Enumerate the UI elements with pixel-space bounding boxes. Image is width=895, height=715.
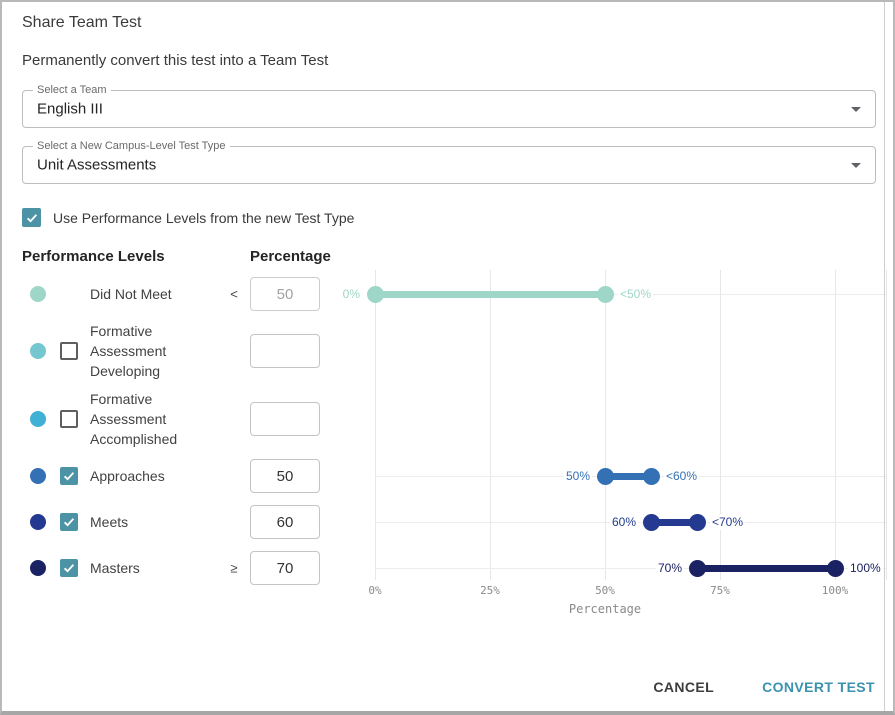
level-color-dot <box>30 286 46 302</box>
checkmark-icon <box>63 472 75 481</box>
chart-range-dot <box>642 513 660 531</box>
percentage-header: Percentage <box>250 248 331 265</box>
level-checkbox-approaches[interactable] <box>60 467 78 485</box>
chart-range-dot <box>366 285 384 303</box>
chart-range-dot <box>642 467 660 485</box>
level-label: Formative Assessment Developing <box>90 323 167 379</box>
percentage-input-formative-accomplished[interactable] <box>250 402 320 436</box>
level-label: Meets <box>90 514 129 530</box>
percentage-input-formative-developing[interactable] <box>250 334 320 368</box>
chart-gridline-vertical <box>490 270 491 580</box>
chart-range-dot <box>688 559 706 577</box>
chart-gridline-vertical <box>720 270 721 580</box>
team-select-value: English III <box>37 100 103 118</box>
use-performance-levels-checkbox[interactable] <box>22 208 41 227</box>
chart-range-bar <box>605 472 651 480</box>
chart-range-start-label: 70% <box>655 560 684 576</box>
chart-range-end-label: 100% <box>848 560 883 576</box>
cancel-button[interactable]: CANCEL <box>645 673 722 701</box>
percentage-input-did-not-meet <box>250 277 320 311</box>
chart-right-boundary-line <box>886 270 887 580</box>
checkmark-icon <box>63 564 75 573</box>
chart-gridline-vertical <box>605 270 606 580</box>
chart-tick-label: 25% <box>480 584 500 597</box>
test-type-select-label: Select a New Campus-Level Test Type <box>33 140 230 153</box>
level-color-dot <box>30 468 46 484</box>
chart-range-dot <box>596 467 614 485</box>
greater-equal-symbol: ≥ <box>230 560 238 576</box>
chart-range-bar <box>375 290 605 298</box>
checkmark-icon <box>26 213 37 223</box>
chart-tick-label: 0% <box>368 584 382 597</box>
level-color-dot <box>30 560 46 576</box>
test-type-select-value: Unit Assessments <box>37 156 157 174</box>
test-type-select[interactable]: Select a New Campus-Level Test Type Unit… <box>22 140 876 184</box>
checkmark-icon <box>63 518 75 527</box>
team-select[interactable]: Select a Team English III <box>22 84 876 128</box>
chart-range-end-label: <70% <box>710 514 746 530</box>
chart-range-start-label: 60% <box>609 514 638 530</box>
chart-tick-label: 75% <box>710 584 730 597</box>
level-row-did-not-meet: Did Not Meet < <box>22 277 352 311</box>
use-performance-levels-label: Use Performance Levels from the new Test… <box>53 209 355 226</box>
chart-range-dot <box>596 285 614 303</box>
chart-tick-label: 100% <box>821 584 849 597</box>
level-checkbox-formative-developing[interactable] <box>60 342 78 360</box>
chart-gridline-vertical <box>835 270 836 580</box>
level-label: Approaches <box>90 468 165 484</box>
dialog-title: Share Team Test <box>22 14 142 31</box>
percentage-input-masters[interactable] <box>250 551 320 585</box>
chart-range-start-label: 50% <box>563 468 592 484</box>
chart-range-start-label: 0% <box>340 286 362 302</box>
chart-gridline-horizontal <box>375 567 886 569</box>
chart-range-dot <box>826 559 844 577</box>
level-checkbox-formative-accomplished[interactable] <box>60 410 78 428</box>
level-row-formative-developing: Formative Assessment Developing <box>22 319 352 383</box>
chart-range-end-label: <60% <box>664 468 700 484</box>
scrollbar-track-divider <box>884 2 885 711</box>
level-row-meets: Meets <box>22 505 352 539</box>
chart-range-bar <box>651 518 697 526</box>
level-color-dot <box>30 514 46 530</box>
level-color-dot <box>30 411 46 427</box>
use-performance-levels-row: Use Performance Levels from the new Test… <box>22 208 354 227</box>
chart-gridline-vertical <box>375 270 376 580</box>
team-select-label: Select a Team <box>33 84 111 97</box>
less-than-symbol: < <box>230 286 238 302</box>
level-label: Masters <box>90 560 140 576</box>
level-color-dot <box>30 343 46 359</box>
chart-tick-label: 50% <box>595 584 615 597</box>
level-row-formative-accomplished: Formative Assessment Accomplished <box>22 387 352 451</box>
performance-levels-header: Performance Levels <box>22 248 165 265</box>
chevron-down-icon <box>851 163 861 168</box>
level-row-masters: Masters ≥ <box>22 551 352 585</box>
level-label: Did Not Meet <box>90 286 172 302</box>
level-checkbox-meets[interactable] <box>60 513 78 531</box>
percentage-input-approaches[interactable] <box>250 459 320 493</box>
level-checkbox-masters[interactable] <box>60 559 78 577</box>
performance-range-chart: 0% <50% 50% <60% 60% <70% 70% 100% 0% 25% 50% 75% 10… <box>340 268 889 628</box>
chart-range-end-label: <50% <box>618 286 654 302</box>
chart-range-dot <box>688 513 706 531</box>
level-row-approaches: Approaches <box>22 459 352 493</box>
chart-range-bar <box>697 564 835 572</box>
convert-test-button[interactable]: CONVERT TEST <box>754 673 883 701</box>
dialog-actions: CANCEL CONVERT TEST <box>645 673 883 701</box>
level-label: Formative Assessment Accomplished <box>90 391 178 447</box>
dialog-subtitle: Permanently convert this test into a Tea… <box>22 52 329 69</box>
percentage-input-meets[interactable] <box>250 505 320 539</box>
chevron-down-icon <box>851 107 861 112</box>
chart-x-axis-label: Percentage <box>568 602 642 616</box>
